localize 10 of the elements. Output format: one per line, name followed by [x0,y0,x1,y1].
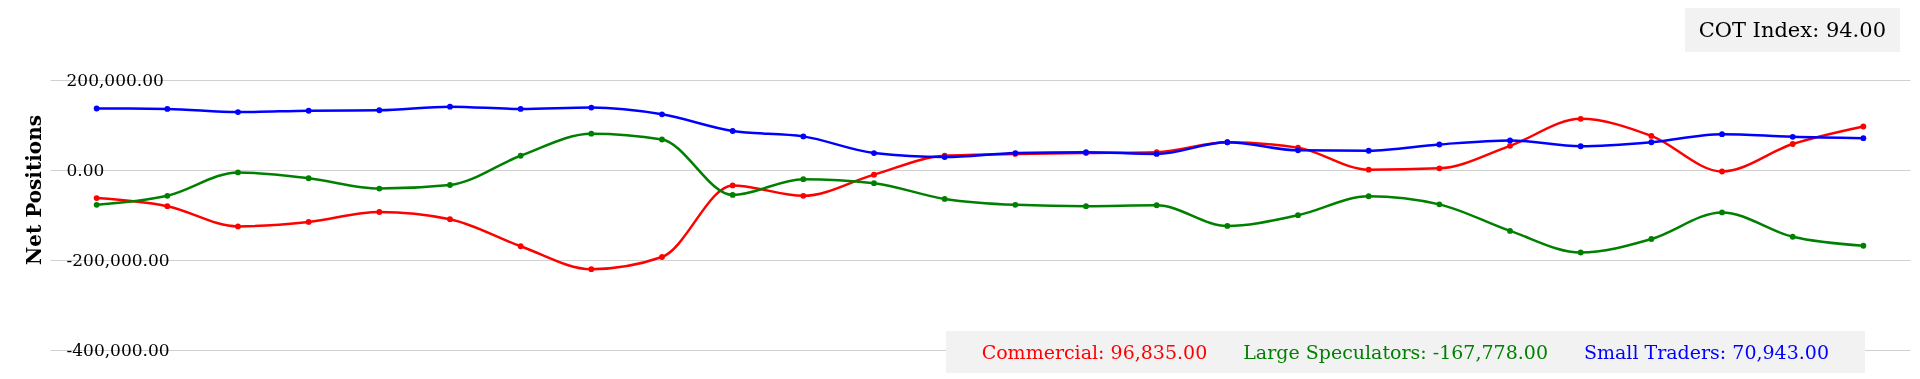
y-tick-label: -400,000.00 [66,339,170,360]
y-tick-label: -200,000.00 [66,249,170,270]
y-tick-label: 200,000.00 [66,69,164,90]
annotation: Small Traders: 70,943.00 [1583,341,1829,363]
info-panel: Commercial: 96,835.00 Large Speculators: -167,778.00 Small Traders: 70,943.00 [945,331,1865,373]
annotation: Commercial: 96,835.00 [981,341,1208,363]
info-panel: COT Index: 94.00 [1684,8,1900,52]
y-tick-label: 0.00 [66,159,105,180]
annotation: Large Speculators: -167,778.00 [1243,341,1548,363]
y-axis-title: Net Positions [21,115,46,265]
